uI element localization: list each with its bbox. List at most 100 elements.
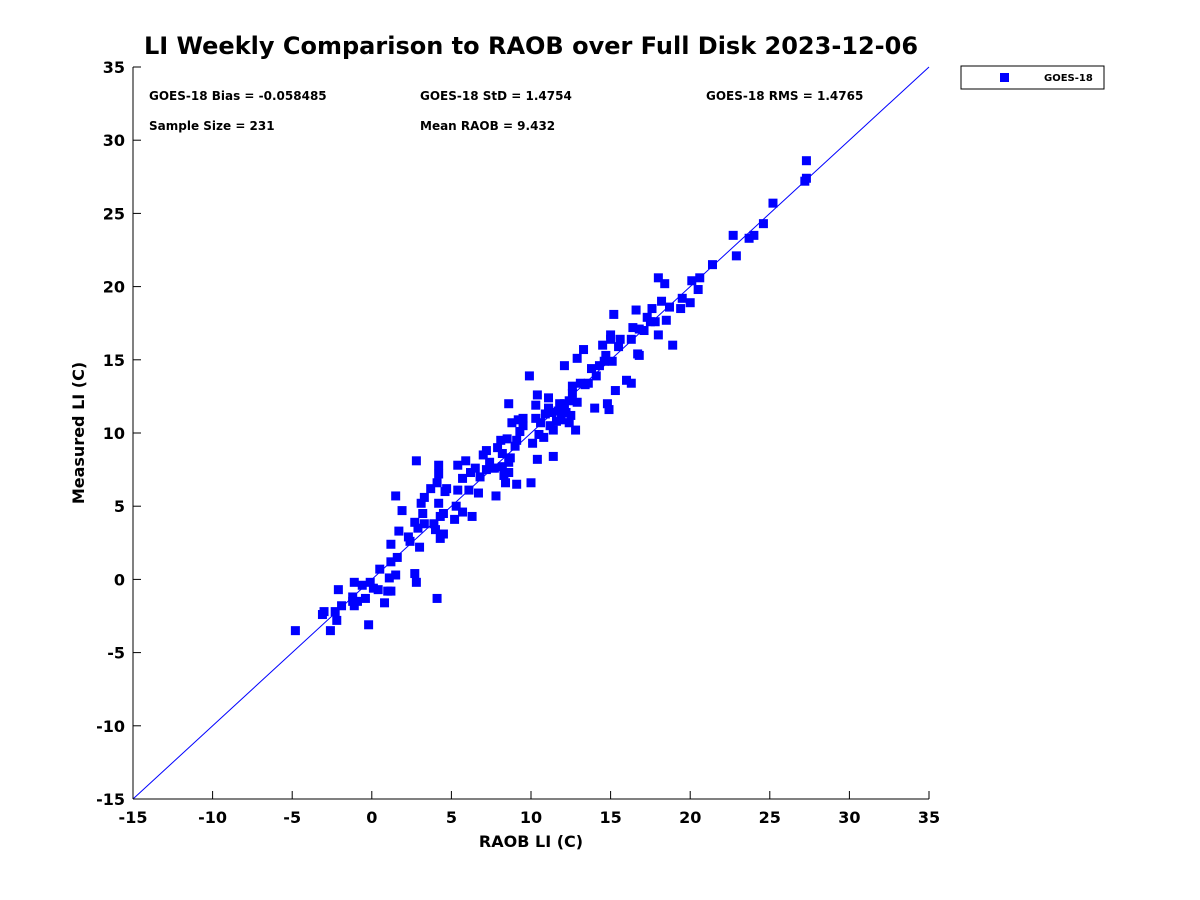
data-point — [368, 583, 378, 593]
data-point — [357, 580, 367, 590]
data-point — [493, 443, 503, 453]
data-point — [571, 425, 581, 435]
data-point — [801, 173, 811, 183]
data-point — [330, 607, 340, 617]
annotation-rms: GOES-18 RMS = 1.4765 — [706, 89, 863, 103]
data-point — [413, 523, 423, 533]
data-point — [532, 454, 542, 464]
data-point — [567, 388, 577, 398]
data-point — [504, 468, 514, 478]
data-point — [419, 492, 429, 502]
x-tick-label: 20 — [679, 808, 701, 827]
data-point — [657, 296, 667, 306]
data-point — [375, 564, 385, 574]
data-point — [561, 408, 571, 418]
x-axis-label: RAOB LI (C) — [479, 832, 583, 851]
data-point — [497, 448, 507, 458]
data-point — [572, 397, 582, 407]
data-point — [607, 356, 617, 366]
data-point — [559, 361, 569, 371]
data-point — [594, 361, 604, 371]
data-point — [647, 304, 657, 314]
data-point — [365, 577, 375, 587]
data-point — [405, 536, 415, 546]
annotation-bias: GOES-18 Bias = -0.058485 — [149, 89, 327, 103]
data-point — [601, 350, 611, 360]
data-point — [628, 323, 638, 333]
data-point — [536, 418, 546, 428]
data-point — [453, 485, 463, 495]
data-point — [491, 491, 501, 501]
data-point — [512, 435, 522, 445]
data-point — [548, 425, 558, 435]
data-point — [470, 463, 480, 473]
data-point — [415, 542, 425, 552]
legend-marker — [1000, 73, 1009, 82]
data-point — [676, 304, 686, 314]
x-tick-label: 0 — [366, 808, 377, 827]
data-point — [555, 399, 565, 409]
data-point — [451, 501, 461, 511]
data-point — [639, 326, 649, 336]
data-point — [502, 434, 512, 444]
data-point — [373, 585, 383, 595]
data-point — [528, 438, 538, 448]
data-point — [426, 484, 436, 494]
data-point — [475, 472, 485, 482]
data-point — [453, 460, 463, 470]
data-point — [505, 453, 515, 463]
data-point — [531, 413, 541, 423]
chart-title: LI Weekly Comparison to RAOB over Full D… — [144, 32, 918, 60]
data-point — [384, 573, 394, 583]
data-point — [524, 371, 534, 381]
data-point — [695, 273, 705, 283]
data-point — [418, 509, 428, 519]
y-tick-label: 25 — [103, 204, 125, 223]
data-points — [290, 156, 811, 636]
y-tick-label: 20 — [103, 278, 125, 297]
data-point — [325, 626, 335, 636]
x-tick-label: 5 — [446, 808, 457, 827]
data-point — [397, 506, 407, 516]
data-point — [801, 156, 811, 166]
data-point — [391, 491, 401, 501]
data-point — [731, 251, 741, 261]
data-point — [434, 498, 444, 508]
data-point — [410, 569, 420, 579]
x-tick-label: 25 — [759, 808, 781, 827]
legend-box — [960, 65, 1105, 90]
data-point — [609, 309, 619, 319]
data-point — [432, 593, 442, 603]
data-point — [464, 485, 474, 495]
data-point — [768, 198, 778, 208]
data-point — [749, 230, 759, 240]
y-tick-label: 15 — [103, 351, 125, 370]
data-point — [583, 378, 593, 388]
data-point — [661, 315, 671, 325]
x-tick-label: -5 — [283, 808, 301, 827]
data-point — [653, 273, 663, 283]
data-point — [559, 399, 569, 409]
x-tick-label: 30 — [838, 808, 860, 827]
annotation-sample-size: Sample Size = 231 — [149, 119, 275, 133]
data-point — [507, 418, 517, 428]
data-point — [547, 408, 557, 418]
data-point — [392, 552, 402, 562]
data-point — [634, 324, 644, 334]
data-point — [693, 285, 703, 295]
data-point — [434, 469, 444, 479]
data-point — [631, 305, 641, 315]
x-tick-label: -15 — [119, 808, 148, 827]
data-point — [645, 317, 655, 327]
data-point — [360, 593, 370, 603]
data-point — [553, 406, 563, 416]
data-point — [410, 517, 420, 527]
data-point — [458, 507, 468, 517]
data-point — [518, 413, 528, 423]
data-point — [504, 399, 514, 409]
data-point — [386, 586, 396, 596]
data-point — [539, 432, 549, 442]
data-point — [653, 330, 663, 340]
data-point — [432, 478, 442, 488]
